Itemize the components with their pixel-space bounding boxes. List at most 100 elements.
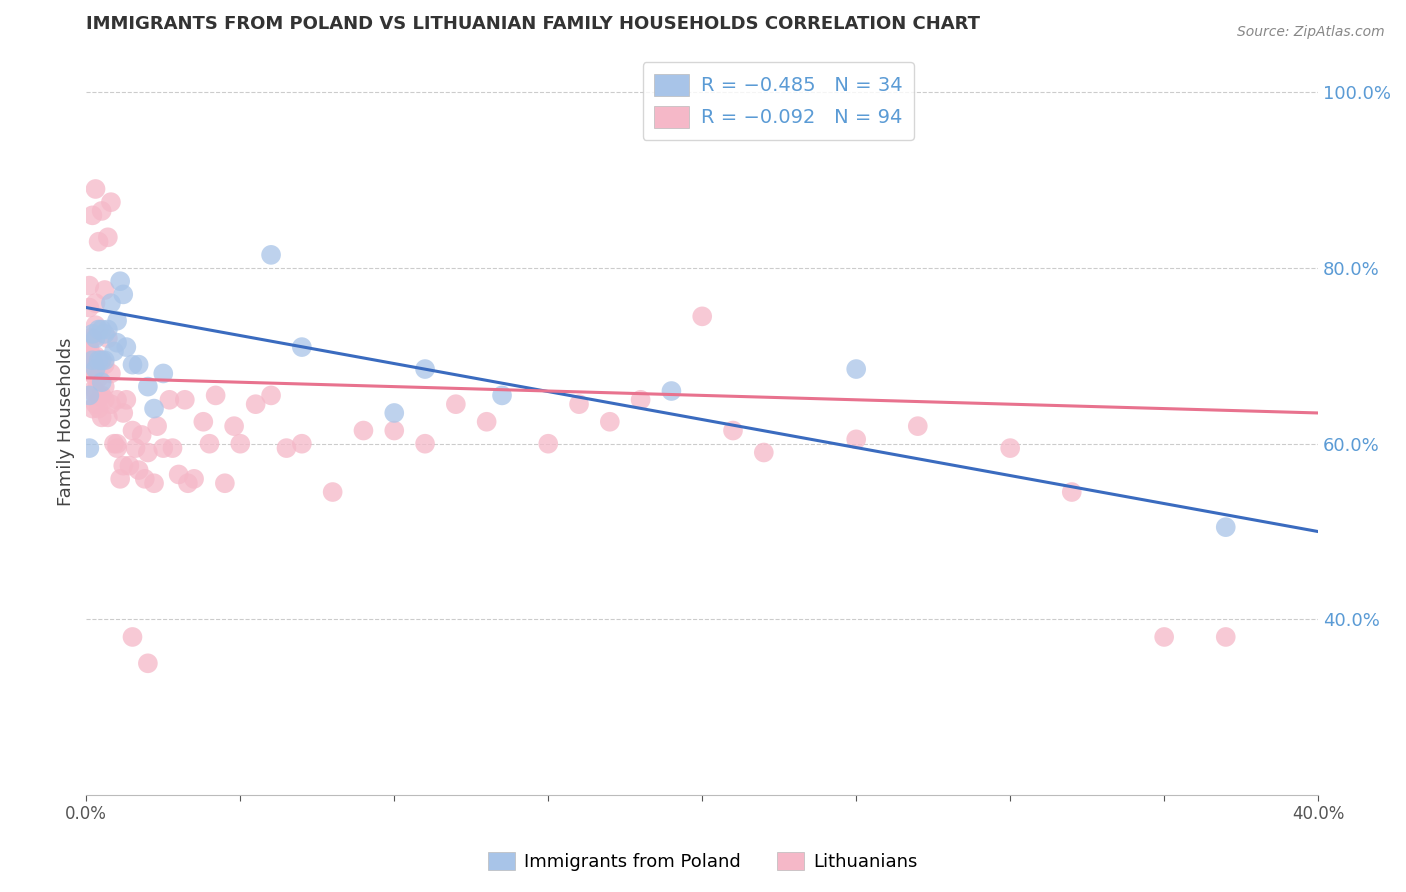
Point bbox=[353, 424, 375, 438]
Point bbox=[291, 436, 314, 450]
Point bbox=[79, 331, 101, 345]
Point bbox=[152, 367, 174, 381]
Point bbox=[108, 472, 131, 486]
Point bbox=[1153, 630, 1175, 644]
Point bbox=[105, 436, 128, 450]
Point bbox=[413, 436, 436, 450]
Point bbox=[121, 424, 143, 438]
Point bbox=[108, 274, 131, 288]
Point bbox=[97, 410, 120, 425]
Point bbox=[82, 349, 104, 363]
Point bbox=[121, 358, 143, 372]
Point bbox=[291, 340, 314, 354]
Point bbox=[90, 322, 112, 336]
Point bbox=[97, 322, 120, 336]
Point bbox=[87, 388, 110, 402]
Point bbox=[998, 441, 1021, 455]
Point bbox=[128, 358, 150, 372]
Point bbox=[79, 301, 101, 315]
Point bbox=[82, 353, 104, 368]
Point bbox=[245, 397, 267, 411]
Point bbox=[94, 326, 117, 341]
Point bbox=[143, 401, 166, 416]
Point bbox=[721, 424, 744, 438]
Point bbox=[100, 296, 122, 310]
Point bbox=[118, 458, 141, 473]
Point bbox=[79, 349, 101, 363]
Point bbox=[82, 208, 104, 222]
Point bbox=[136, 445, 159, 459]
Point bbox=[136, 379, 159, 393]
Point bbox=[103, 344, 125, 359]
Point bbox=[79, 340, 101, 354]
Point bbox=[131, 428, 153, 442]
Point bbox=[183, 472, 205, 486]
Legend: Immigrants from Poland, Lithuanians: Immigrants from Poland, Lithuanians bbox=[481, 846, 925, 879]
Point bbox=[87, 235, 110, 249]
Point bbox=[82, 331, 104, 345]
Point bbox=[1060, 485, 1083, 500]
Point bbox=[94, 392, 117, 407]
Point bbox=[105, 314, 128, 328]
Point bbox=[143, 476, 166, 491]
Point bbox=[82, 367, 104, 381]
Point bbox=[90, 410, 112, 425]
Point bbox=[112, 458, 135, 473]
Point bbox=[90, 203, 112, 218]
Point bbox=[97, 331, 120, 345]
Point bbox=[103, 436, 125, 450]
Point bbox=[94, 358, 117, 372]
Point bbox=[84, 384, 107, 398]
Point bbox=[752, 445, 775, 459]
Point bbox=[84, 362, 107, 376]
Point bbox=[94, 353, 117, 368]
Point bbox=[198, 436, 221, 450]
Point bbox=[537, 436, 560, 450]
Point bbox=[90, 376, 112, 390]
Point bbox=[84, 318, 107, 332]
Point bbox=[128, 463, 150, 477]
Point bbox=[100, 195, 122, 210]
Point bbox=[167, 467, 190, 482]
Point bbox=[79, 441, 101, 455]
Point bbox=[322, 485, 344, 500]
Y-axis label: Family Households: Family Households bbox=[58, 337, 75, 506]
Point bbox=[97, 230, 120, 244]
Point bbox=[845, 433, 868, 447]
Point bbox=[90, 353, 112, 368]
Point bbox=[1215, 630, 1237, 644]
Point bbox=[82, 384, 104, 398]
Point bbox=[87, 322, 110, 336]
Point bbox=[79, 388, 101, 402]
Point bbox=[90, 353, 112, 368]
Point bbox=[87, 401, 110, 416]
Point bbox=[124, 441, 146, 455]
Point bbox=[152, 441, 174, 455]
Point bbox=[94, 283, 117, 297]
Point bbox=[193, 415, 215, 429]
Point bbox=[79, 278, 101, 293]
Point bbox=[444, 397, 467, 411]
Point bbox=[146, 419, 169, 434]
Point bbox=[87, 353, 110, 368]
Point bbox=[214, 476, 236, 491]
Point bbox=[100, 397, 122, 411]
Point bbox=[630, 392, 652, 407]
Point bbox=[162, 441, 184, 455]
Point bbox=[382, 406, 405, 420]
Point bbox=[82, 401, 104, 416]
Point bbox=[90, 388, 112, 402]
Point bbox=[87, 371, 110, 385]
Point bbox=[115, 340, 138, 354]
Point bbox=[84, 296, 107, 310]
Point bbox=[121, 630, 143, 644]
Point bbox=[599, 415, 621, 429]
Point bbox=[105, 392, 128, 407]
Text: Source: ZipAtlas.com: Source: ZipAtlas.com bbox=[1237, 25, 1385, 39]
Point bbox=[845, 362, 868, 376]
Point bbox=[204, 388, 226, 402]
Point bbox=[115, 392, 138, 407]
Point bbox=[690, 310, 713, 324]
Point bbox=[112, 406, 135, 420]
Point bbox=[82, 326, 104, 341]
